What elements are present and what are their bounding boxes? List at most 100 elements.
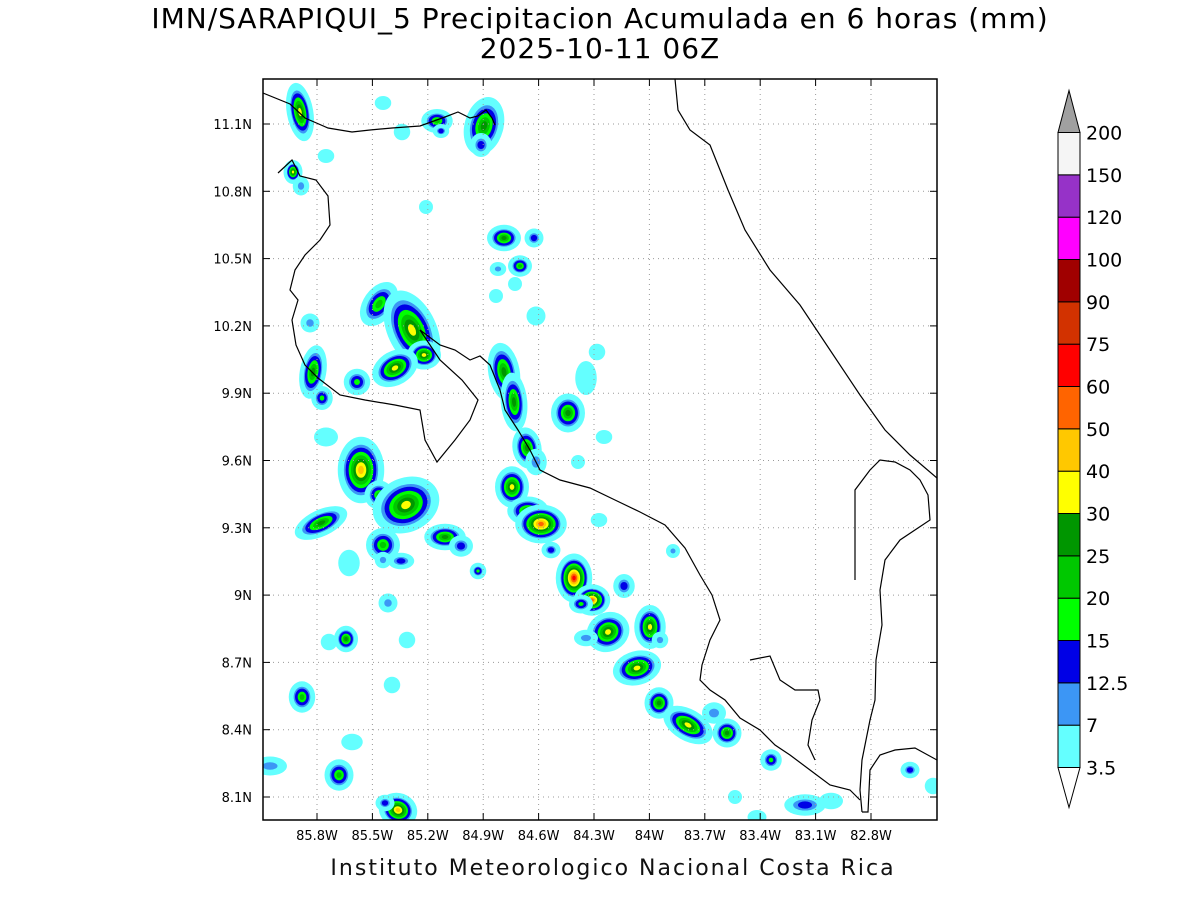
rain-contour: [320, 633, 338, 651]
rain-contour: [375, 299, 383, 309]
rain-cell: [663, 705, 713, 745]
rain-cell: [569, 594, 593, 614]
rain-contour: [489, 289, 503, 303]
lon-tick-label: 83.1W: [795, 829, 837, 844]
rain-cell: [372, 348, 418, 388]
rain-cell: [524, 228, 544, 248]
rain-contour: [384, 599, 392, 607]
rain-contour: [708, 708, 720, 718]
rain-cell: [374, 551, 392, 569]
rain-contour: [319, 395, 325, 401]
colorbar-level-label: 90: [1086, 292, 1110, 314]
rain-cell: [374, 96, 392, 110]
colorbar-swatch: [1057, 470, 1081, 514]
map-frame: [262, 78, 938, 821]
rain-cell: [320, 633, 338, 651]
lat-tick-label: 11.1N: [213, 118, 252, 133]
rain-contour: [419, 200, 433, 214]
rain-cell: [300, 313, 320, 333]
colorbar-level-label: 7: [1086, 715, 1098, 737]
caribbean-coast: [674, 79, 937, 479]
rain-cell: [432, 124, 450, 138]
lat-tick-label: 8.4N: [222, 724, 252, 739]
rain-contour: [393, 123, 411, 141]
colorbar-level-label: 200: [1086, 123, 1122, 145]
rain-cell: [489, 289, 503, 303]
rain-contour: [656, 636, 664, 644]
lon-tick-label: 82.8W: [850, 829, 892, 844]
nicaragua-border: [263, 92, 496, 133]
colorbar-swatch: [1057, 597, 1081, 642]
rain-cell: [712, 718, 742, 748]
rain-contour: [633, 665, 641, 671]
rain-contour: [526, 306, 546, 326]
lat-lon-grid: [263, 79, 937, 820]
rain-contour: [590, 513, 608, 527]
rain-contour: [517, 264, 523, 268]
rain-cell: [574, 629, 598, 647]
footer-credit: Instituto Meteorologico Nacional Costa R…: [330, 856, 896, 881]
rain-contour: [684, 722, 692, 728]
rain-cell: [341, 733, 363, 751]
rain-cell: [285, 82, 315, 142]
rain-contour: [924, 777, 937, 795]
rain-contour: [341, 733, 363, 751]
colorbar-swatch: [1057, 555, 1081, 599]
colorbar-swatch: [1057, 132, 1081, 176]
rain-cell: [515, 504, 567, 544]
colorbar-swatch: [1057, 640, 1081, 684]
colorbar-level-label: 120: [1086, 207, 1122, 229]
rain-cell: [378, 792, 418, 820]
lat-tick-label: 9.3N: [222, 522, 252, 537]
rain-contour: [728, 790, 742, 804]
rain-cell: [311, 386, 333, 410]
rain-cell: [317, 149, 335, 163]
rain-cell: [495, 466, 529, 508]
rain-cell: [613, 574, 635, 598]
rain-cell: [500, 372, 528, 432]
lon-tick-label: 83.4W: [739, 829, 781, 844]
rain-contour: [724, 730, 730, 736]
rain-cell: [288, 681, 316, 713]
rain-contour: [578, 602, 584, 606]
rain-cell: [595, 430, 613, 444]
colorbar-level-label: 30: [1086, 504, 1110, 526]
precipitation-field: [263, 82, 937, 820]
rain-contour: [456, 542, 466, 550]
rain-cell: [586, 611, 630, 653]
lat-tick-label: 10.2N: [213, 320, 252, 335]
rain-contour: [395, 807, 401, 813]
colorbar-over-arrow: [1057, 88, 1081, 133]
rain-cell: [387, 552, 415, 570]
rain-cell: [375, 794, 395, 812]
rain-contour: [407, 324, 417, 336]
osa-peninsula: [749, 655, 821, 761]
rain-cell: [299, 345, 327, 399]
rain-cell: [469, 562, 487, 580]
rain-cell: [612, 650, 662, 686]
rain-cell: [508, 277, 522, 291]
rain-contour: [338, 549, 360, 577]
rain-contour: [383, 676, 401, 694]
rain-contour: [401, 500, 411, 510]
rain-contour: [580, 634, 592, 642]
rain-contour: [344, 636, 348, 642]
gulf-coast: [419, 329, 861, 801]
rain-contour: [605, 629, 611, 635]
colorbar-level-label: 12.5: [1086, 673, 1128, 695]
rain-cell: [470, 133, 492, 157]
rain-contour: [595, 430, 613, 444]
lon-tick-label: 84.6W: [518, 829, 560, 844]
rain-cell: [378, 593, 398, 613]
lon-tick-label: 85.8W: [296, 829, 338, 844]
rain-contour: [477, 140, 485, 150]
colorbar-swatch: [1057, 216, 1081, 261]
rain-contour: [530, 234, 538, 242]
rain-contour: [501, 367, 507, 377]
colorbar-level-label: 25: [1086, 546, 1110, 568]
rain-cell: [449, 535, 473, 557]
rain-cell: [419, 200, 433, 214]
colorbar-level-label: 60: [1086, 377, 1110, 399]
rain-cell: [590, 513, 608, 527]
rain-cell: [784, 794, 826, 816]
